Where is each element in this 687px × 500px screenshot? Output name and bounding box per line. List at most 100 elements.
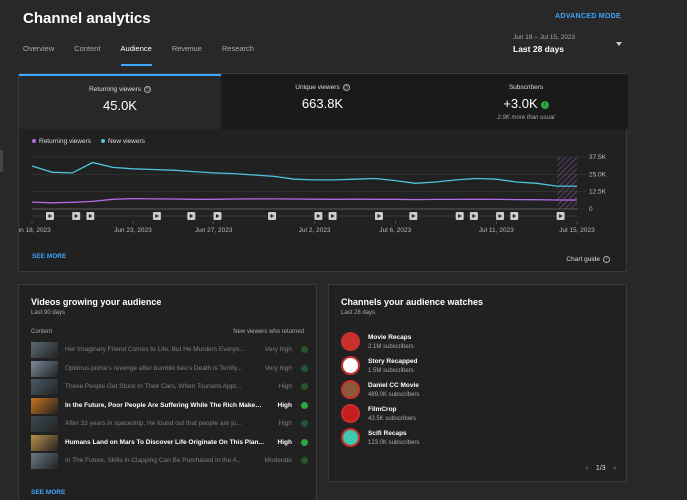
video-thumbnail[interactable] xyxy=(31,379,58,395)
avatar[interactable] xyxy=(341,356,360,375)
video-thumbnail[interactable] xyxy=(31,360,58,377)
tab-audience[interactable]: Audience xyxy=(120,44,152,66)
metric-value: 663.8K xyxy=(301,96,344,111)
chevron-down-icon[interactable] xyxy=(616,42,622,46)
x-tick-label: Jul 2, 2023 xyxy=(299,227,331,234)
table-row[interactable]: These People Get Stuck In Their Cars, Wh… xyxy=(31,378,311,396)
channels-audience-watches-card: Channels your audience watches Last 28 d… xyxy=(328,284,627,482)
list-item[interactable]: Story Recapped 1.5M subscribers xyxy=(341,356,541,378)
tab-overview[interactable]: Overview xyxy=(23,44,55,53)
avatar[interactable] xyxy=(341,404,360,423)
metric-value: +3.0K xyxy=(503,96,538,111)
play-icon xyxy=(270,214,275,218)
partial-data-band xyxy=(557,157,577,209)
date-range-dates: Jun 18 – Jul 15, 2023 xyxy=(513,34,576,41)
play-icon xyxy=(458,214,462,218)
play-icon xyxy=(512,214,517,218)
channel-name[interactable]: Movie Recaps xyxy=(368,334,412,341)
chart-guide-label: Chart guide xyxy=(566,256,600,263)
table-row[interactable]: Humans Land on Mars To Discover Life Ori… xyxy=(31,434,311,452)
series-line-new-viewers xyxy=(31,161,577,187)
video-title[interactable]: In the Future, Poor People Are Suffering… xyxy=(65,401,265,409)
advanced-mode-link[interactable]: ADVANCED MODE xyxy=(555,13,621,20)
channel-subscribers: 43.5K subscribers xyxy=(368,416,417,422)
returning-level: High xyxy=(277,401,292,409)
legend-item-new[interactable]: New viewers xyxy=(101,138,145,145)
video-title[interactable]: These People Get Stuck In Their Cars, Wh… xyxy=(65,383,242,390)
returning-level: High xyxy=(278,420,292,427)
channel-name[interactable]: Daniel CC Movie xyxy=(368,382,419,389)
table-row[interactable]: After 33 years in spaceship, He found ou… xyxy=(31,415,311,433)
video-title[interactable]: After 33 years in spaceship, He found ou… xyxy=(65,420,242,427)
list-item[interactable]: FilmCrop 43.5K subscribers xyxy=(341,404,541,426)
play-icon xyxy=(331,214,335,218)
video-title[interactable]: Her Imaginary Friend Comes to Life, But … xyxy=(65,346,245,353)
legend-item-returning[interactable]: Returning viewers xyxy=(32,138,91,145)
x-tick-label: Jul 15, 2023 xyxy=(559,227,595,234)
scroll-edge xyxy=(0,150,3,172)
tab-revenue[interactable]: Revenue xyxy=(171,44,202,53)
list-item[interactable]: Daniel CC Movie 489.0K subscribers xyxy=(341,380,541,402)
avatar[interactable] xyxy=(341,332,360,351)
tab-research[interactable]: Research xyxy=(221,44,254,53)
metric-note: 2.9K more than usual xyxy=(497,115,555,121)
y-tick-label: 0 xyxy=(589,206,593,213)
series-line-returning-viewers xyxy=(31,197,577,204)
y-tick-label: 12.5K xyxy=(589,189,607,196)
video-thumbnail[interactable] xyxy=(31,453,58,469)
table-row[interactable]: In the Future, Poor People Are Suffering… xyxy=(31,397,311,415)
chart-guide-link[interactable]: Chart guide ? xyxy=(566,256,610,263)
audience-metrics-card: Returning viewers ◷ 45.0K Unique viewers ◷… xyxy=(18,73,628,272)
metric-value: 45.0K xyxy=(103,98,137,113)
column-header-content: Content xyxy=(31,329,53,335)
see-more-link[interactable]: SEE MORE xyxy=(31,489,66,496)
play-icon xyxy=(88,214,93,218)
video-thumbnail[interactable] xyxy=(31,434,58,451)
see-more-link[interactable]: SEE MORE xyxy=(32,253,67,260)
table-row[interactable]: In The Future, Skills in Clapping Can Be… xyxy=(31,452,311,470)
date-range-selector[interactable]: Jun 18 – Jul 15, 2023 Last 28 days xyxy=(513,34,575,54)
status-dot-icon xyxy=(301,420,308,427)
chevron-left-icon[interactable]: ‹ xyxy=(585,465,588,472)
channel-name[interactable]: Story Recapped xyxy=(368,358,418,365)
returning-level: Moderate xyxy=(264,457,292,464)
tab-content[interactable]: Content xyxy=(74,44,101,53)
date-range-label: Last 28 days xyxy=(513,44,565,54)
video-thumbnail[interactable] xyxy=(31,342,58,358)
table-row[interactable]: Optimus prime's revenge after bumble bee… xyxy=(31,360,311,378)
x-tick-label: Jul 6, 2023 xyxy=(379,227,411,234)
card-title: Videos growing your audience xyxy=(31,297,162,307)
play-icon xyxy=(316,214,321,218)
returning-level: Very high xyxy=(264,364,292,372)
table-row[interactable]: Her Imaginary Friend Comes to Life, But … xyxy=(31,341,311,359)
list-item[interactable]: Scifi Recaps 123.0K subscribers xyxy=(341,428,541,450)
play-icon xyxy=(472,214,476,218)
channel-name[interactable]: FilmCrop xyxy=(368,406,397,413)
video-title[interactable]: In The Future, Skills in Clapping Can Be… xyxy=(65,457,243,464)
list-item[interactable]: Movie Recaps 2.1M subscribers xyxy=(341,332,541,354)
video-thumbnail[interactable] xyxy=(31,397,58,414)
channel-subscribers: 489.0K subscribers xyxy=(368,392,420,398)
metric-subscribers[interactable]: Subscribers +3.0K ↑ 2.9K more than usual xyxy=(424,74,628,129)
arrow-up-icon: ↑ xyxy=(540,100,549,109)
video-title[interactable]: Optimus prime's revenge after bumble bee… xyxy=(65,364,243,372)
video-thumbnail[interactable] xyxy=(31,416,58,432)
returning-level: Very high xyxy=(264,346,292,353)
y-tick-label: 37.5K xyxy=(589,154,607,161)
card-subtitle: Last 90 days xyxy=(31,310,66,316)
metric-label: Unique viewers xyxy=(295,84,340,91)
play-icon xyxy=(498,214,503,218)
play-icon xyxy=(48,214,52,218)
play-icon xyxy=(215,214,220,218)
video-title[interactable]: Humans Land on Mars To Discover Life Ori… xyxy=(65,438,264,446)
metric-returning-viewers[interactable]: Returning viewers ◷ 45.0K xyxy=(19,74,221,129)
play-icon xyxy=(155,214,159,218)
channel-subscribers: 1.5M subscribers xyxy=(368,368,414,374)
chevron-right-icon[interactable]: › xyxy=(613,465,616,472)
avatar[interactable] xyxy=(341,428,360,447)
play-icon xyxy=(377,214,381,218)
metric-unique-viewers[interactable]: Unique viewers ◷ 663.8K xyxy=(221,74,424,129)
channel-name[interactable]: Scifi Recaps xyxy=(368,430,407,437)
channel-subscribers: 2.1M subscribers xyxy=(368,344,414,350)
avatar[interactable] xyxy=(341,380,360,399)
